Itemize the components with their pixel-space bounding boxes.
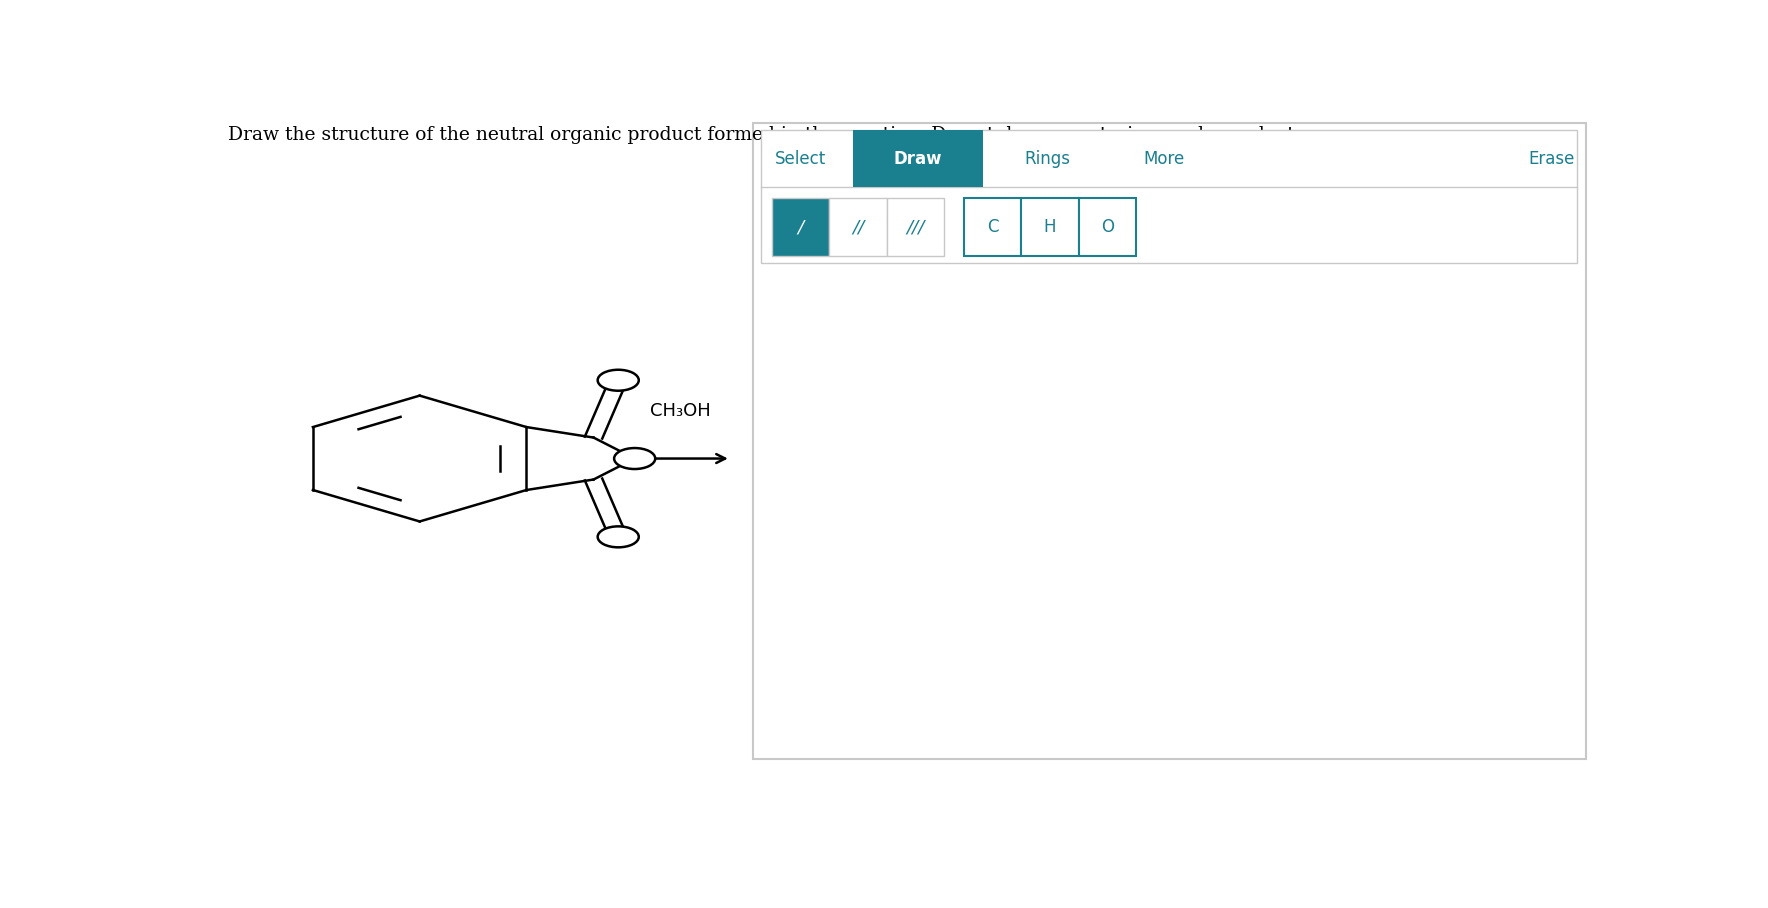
Text: //: // <box>852 218 865 236</box>
Text: Draw: Draw <box>893 150 942 168</box>
Text: C: C <box>987 218 999 236</box>
Text: Rings: Rings <box>1024 150 1070 168</box>
FancyBboxPatch shape <box>760 130 1577 262</box>
Text: Select: Select <box>774 150 826 168</box>
Text: ///: /// <box>907 218 925 236</box>
Text: H: H <box>1043 218 1055 236</box>
FancyBboxPatch shape <box>1022 199 1078 256</box>
Text: Erase: Erase <box>1528 150 1575 168</box>
Text: More: More <box>1144 150 1185 168</box>
Text: Draw the structure of the neutral organic product formed in the reaction. Do not: Draw the structure of the neutral organi… <box>228 126 1310 144</box>
FancyBboxPatch shape <box>964 199 1022 256</box>
Circle shape <box>613 448 656 469</box>
FancyBboxPatch shape <box>852 130 983 187</box>
Text: CH₃OH: CH₃OH <box>649 402 711 420</box>
FancyBboxPatch shape <box>753 123 1586 759</box>
FancyBboxPatch shape <box>888 199 944 256</box>
Circle shape <box>598 527 638 548</box>
FancyBboxPatch shape <box>1078 199 1137 256</box>
FancyBboxPatch shape <box>829 199 888 256</box>
Text: /: / <box>797 218 804 236</box>
FancyBboxPatch shape <box>773 199 829 256</box>
Text: O: O <box>1101 218 1114 236</box>
Circle shape <box>598 370 638 390</box>
